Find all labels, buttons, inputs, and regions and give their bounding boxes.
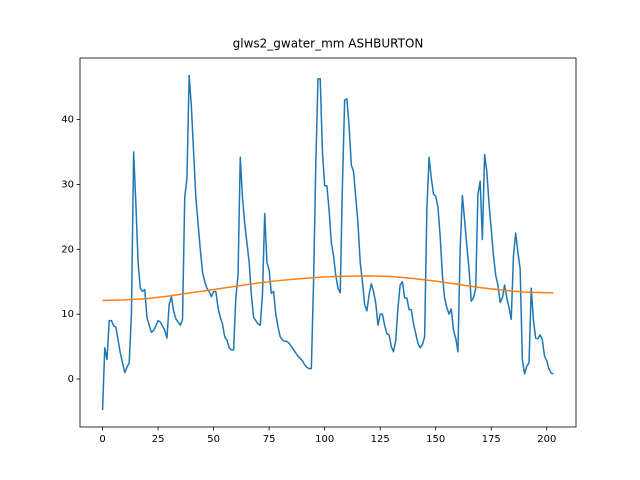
data-line [101,74,554,411]
y-tick-label: 10 [61,309,74,320]
chart-title: glws2_gwater_mm ASHBURTON [233,37,424,51]
x-tick-label: 125 [371,434,390,445]
plot-frame [79,57,577,428]
y-tick-label: 30 [61,179,74,190]
y-tick-label: 20 [61,244,74,255]
x-tick-label: 50 [207,434,220,445]
x-tick-label: 175 [482,434,501,445]
y-tick-label: 0 [68,374,74,385]
x-tick-label: 100 [315,434,334,445]
x-tick-label: 25 [152,434,165,445]
x-tick-label: 150 [426,434,445,445]
y-tick-label: 40 [61,115,74,126]
x-tick-label: 0 [99,434,105,445]
data-line [102,275,554,302]
x-tick-label: 200 [537,434,556,445]
x-tick-label: 75 [263,434,276,445]
